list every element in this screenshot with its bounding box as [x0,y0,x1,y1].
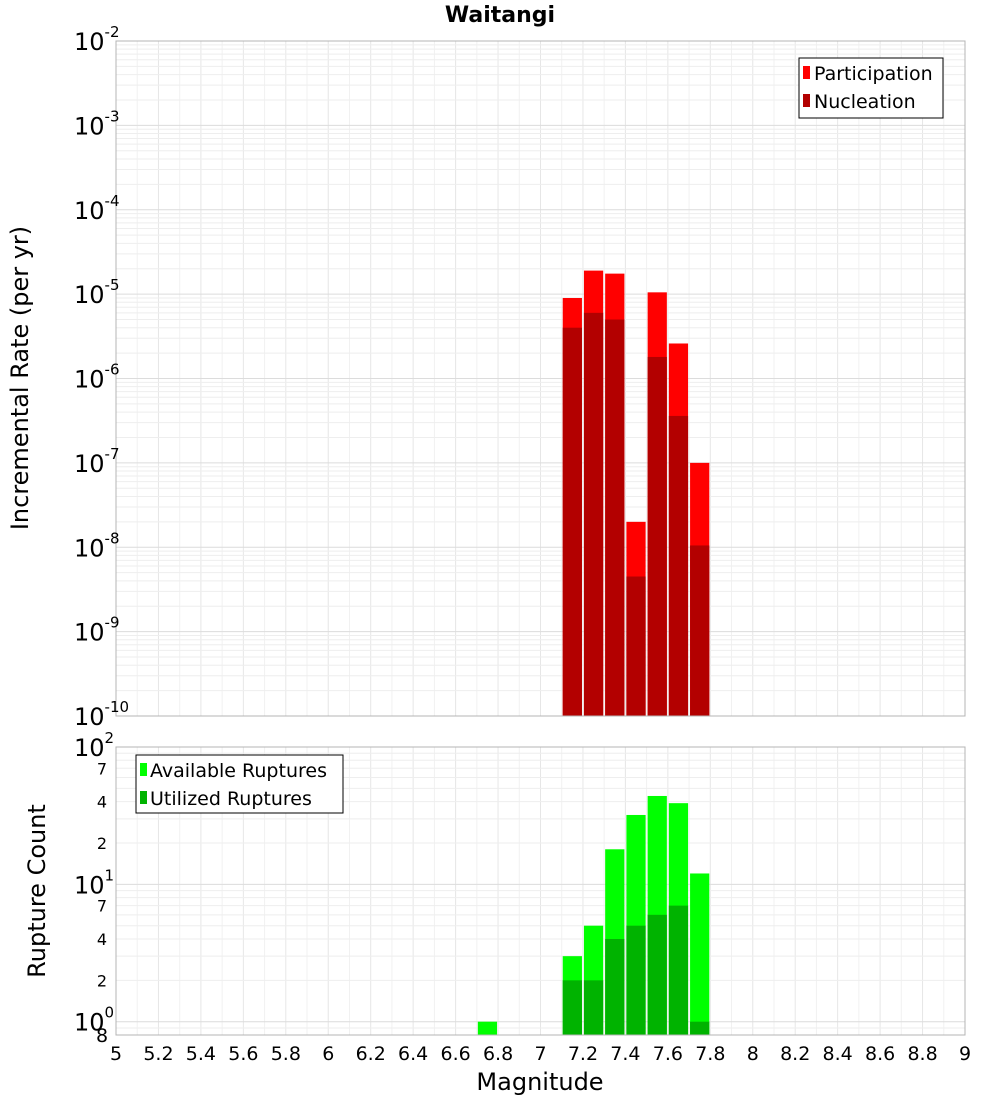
available-ruptures-legend-swatch [140,763,147,776]
bottom-y-minor-tick-label: 2 [97,834,107,853]
utilized-ruptures-legend-label: Utilized Ruptures [150,788,312,810]
top-panel-bars [562,270,710,716]
x-tick-label: 5.6 [228,1043,258,1065]
top-y-tick-label: 10-6 [74,361,120,394]
x-tick-label: 5.8 [271,1043,301,1065]
bottom-bar-utilized-ruptures [668,905,689,1035]
bottom-legend-box [135,754,344,814]
top-bar-nucleation [626,576,646,716]
top-y-tick-label: 10-10 [74,698,129,731]
bottom-legend: Available Ruptures Utilized Ruptures [135,754,344,814]
top-legend: Participation Nucleation [798,57,944,119]
top-y-tick-label: 10-7 [74,445,120,478]
top-bar-nucleation [647,356,667,716]
participation-legend-label: Participation [814,63,933,85]
bottom-y-tick-label: 101 [74,866,114,899]
bottom-bar-utilized-ruptures [583,980,604,1035]
bottom-bar-available-ruptures [690,873,710,1035]
nucleation-legend-label: Nucleation [814,91,916,113]
top-bar-nucleation [562,327,582,716]
top-bar-nucleation [668,415,689,716]
bottom-y-minor-tick-label: 8 [96,1025,108,1047]
x-tick-label: 6.8 [483,1043,513,1065]
bottom-y-minor-tick-label: 7 [97,897,107,916]
x-tick-label: 5 [110,1043,122,1065]
available-ruptures-legend-label: Available Ruptures [150,760,327,782]
top-y-tick-label: 10-9 [74,614,120,647]
bottom-y-minor-tick-label: 7 [97,759,107,778]
x-tick-label: 6.2 [356,1043,386,1065]
participation-legend-swatch [803,66,810,79]
bottom-y-minor-tick-label: 2 [97,971,107,990]
top-y-tick-label: 10-3 [74,107,120,140]
top-panel-y-ticks: 10-10 10-9 10-8 10-7 10-6 10-5 10-4 10-3 10-2 [74,23,129,731]
utilized-ruptures-legend-swatch [140,791,147,804]
bottom-y-minor-tick-label: 4 [97,930,107,949]
bottom-panel-frame [115,746,966,1036]
top-panel-frame [115,40,966,717]
x-tick-label: 6 [322,1043,334,1065]
x-tick-label: 5.2 [143,1043,173,1065]
nucleation-legend-swatch [803,94,810,107]
x-tick-label: 7.6 [653,1043,683,1065]
bottom-bar-utilized-ruptures [647,914,667,1035]
bottom-bar-utilized-ruptures [605,939,625,1035]
x-tick-label: 6.6 [440,1043,470,1065]
bottom-bar-utilized-ruptures [626,925,646,1035]
chart-title: Waitangi [445,3,555,28]
x-tick-label: 9 [959,1043,971,1065]
x-tick-label: 8 [747,1043,759,1065]
x-tick-label: 6.4 [398,1043,428,1065]
bottom-y-tick-label: 100 [74,1004,114,1037]
bottom-panel-bars [477,795,710,1035]
top-bar-nucleation [583,312,604,716]
top-bar-nucleation [605,319,625,716]
top-y-tick-label: 10-5 [74,276,120,309]
top-y-axis-label: Incremental Rate (per yr) [6,226,34,530]
bottom-y-tick-label: 102 [74,729,114,762]
top-panel-grid [115,41,966,717]
x-axis-label: Magnitude [476,1068,603,1096]
x-tick-label: 7.2 [568,1043,598,1065]
top-y-tick-label: 10-2 [74,23,120,56]
x-tick-label: 8.8 [907,1043,937,1065]
bottom-y-axis-label: Rupture Count [23,804,51,978]
bottom-panel-y-ticks: 100 101 102 8 2 4 7 2 4 7 [74,729,114,1047]
x-tick-label: 7 [534,1043,546,1065]
top-legend-box [798,57,944,119]
x-axis-ticks: 5 5.2 5.4 5.6 5.8 6 6.2 6.4 6.6 6.8 7 7.2 7.4 7.6 7.8 8… [110,1043,971,1065]
x-tick-label: 8.6 [865,1043,895,1065]
bottom-y-minor-tick-label: 4 [97,793,107,812]
x-tick-label: 7.4 [610,1043,640,1065]
x-tick-label: 7.8 [695,1043,725,1065]
x-tick-label: 8.2 [780,1043,810,1065]
top-bar-nucleation [690,545,710,716]
top-y-tick-label: 10-4 [74,192,120,225]
bottom-bar-utilized-ruptures [562,980,582,1035]
bottom-bar-utilized-ruptures [690,1021,710,1035]
top-y-tick-label: 10-8 [74,529,120,562]
bottom-bar-available-ruptures [477,1021,498,1035]
x-tick-label: 5.4 [186,1043,216,1065]
x-tick-label: 8.4 [823,1043,853,1065]
